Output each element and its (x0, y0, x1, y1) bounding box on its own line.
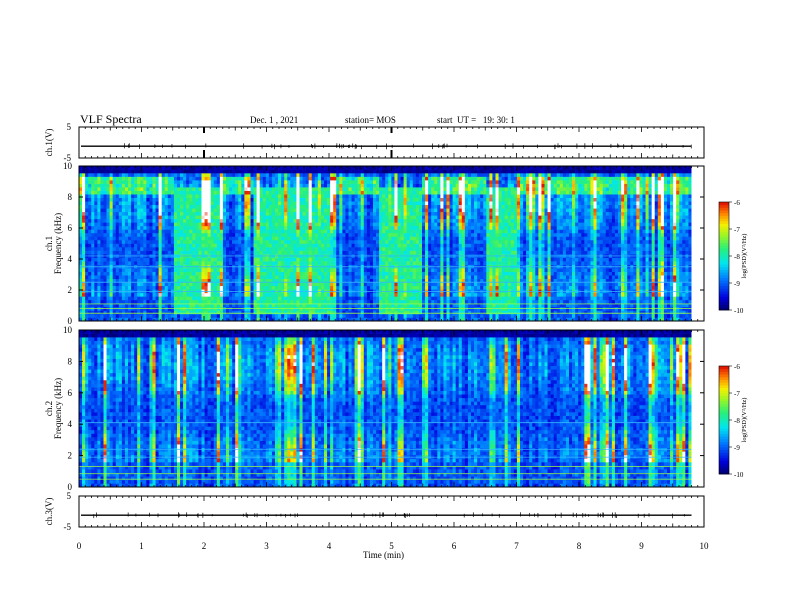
y-axis-label: ch.1(V) (44, 129, 54, 157)
y-tick-label: -5 (64, 522, 72, 532)
x-tick-label: 6 (452, 541, 457, 551)
x-tick-label: 2 (202, 541, 207, 551)
y-axis-label-frequency: Frequency (kHz) (53, 378, 63, 439)
colorbar: -6 -7 -8 -9 -10 log(PSD)(V²/Hz) (718, 199, 748, 315)
y-tick-label: 0 (68, 316, 73, 326)
y-axis-label-frequency: Frequency (kHz) (53, 213, 63, 274)
colorbar-tick-label: -10 (734, 307, 744, 315)
colorbar-tick-label: -8 (734, 253, 740, 261)
colorbar-tick-label: -7 (734, 226, 740, 234)
start-time-label: start UT = 19: 30: 1 (437, 115, 515, 125)
chart-title: VLF Spectra (80, 112, 142, 126)
x-tick-label: 8 (577, 541, 582, 551)
waveform-panel-ch3: 5 -5 ch.3(V) (44, 491, 705, 532)
x-tick-label: 0 (77, 541, 82, 551)
colorbar-label: log(PSD)(V²/Hz) (741, 398, 748, 443)
y-axis-label: ch.1 Frequency (kHz) (44, 213, 63, 274)
colorbar-tick-label: -9 (734, 280, 740, 288)
y-tick-label: 5 (67, 122, 72, 132)
date-label: Dec. 1 , 2021 (250, 115, 299, 125)
y-tick-label: 6 (68, 223, 73, 233)
y-tick-label: 4 (68, 254, 73, 264)
y-tick-label: 8 (68, 356, 73, 366)
y-tick-label: 2 (68, 285, 73, 295)
station-label: station= MOS (345, 115, 396, 125)
y-tick-label: 4 (68, 419, 73, 429)
y-tick-label: 2 (68, 451, 73, 461)
y-axis-label-channel: ch.1 (44, 236, 54, 251)
colorbar-tick-label: -6 (734, 199, 740, 207)
waveform-panel-ch1: 5 -5 ch.1(V) (44, 122, 705, 163)
y-axis-label: ch.2 Frequency (kHz) (44, 378, 63, 439)
x-tick-label: 1 (139, 541, 144, 551)
x-tick-label: 3 (264, 541, 269, 551)
y-tick-label: 8 (68, 192, 73, 202)
y-tick-label: 10 (63, 325, 73, 335)
y-axis-label-channel: ch.2 (44, 401, 54, 416)
y-tick-label: 10 (63, 161, 73, 171)
colorbar-tick-label: -8 (734, 417, 740, 425)
colorbar-tick-label: -10 (734, 471, 744, 479)
y-tick-label: 0 (68, 482, 73, 492)
x-tick-label: 4 (327, 541, 332, 551)
y-tick-label: 6 (68, 388, 73, 398)
y-axis-label: ch.3(V) (44, 498, 54, 526)
spectrogram-panel-ch1: 0 2 4 6 8 10 ch.1 Frequency (kHz) (44, 161, 705, 326)
colorbar-label: log(PSD)(V²/Hz) (741, 234, 748, 279)
colorbar-tick-label: -6 (734, 363, 740, 371)
x-tick-label: 10 (700, 541, 710, 551)
y-tick-label: 5 (67, 491, 72, 501)
colorbar-tick-label: -9 (734, 444, 740, 452)
x-tick-label: 5 (389, 541, 394, 551)
x-tick-label: 9 (639, 541, 644, 551)
colorbar-tick-label: -7 (734, 390, 740, 398)
y-tick-label: -5 (64, 153, 72, 163)
colorbar: -6 -7 -8 -9 -10 log(PSD)(V²/Hz) (718, 363, 748, 479)
spectrogram-panel-ch2: 0 2 4 6 8 10 ch.2 Frequency (kHz) (44, 325, 705, 492)
x-tick-label: 7 (514, 541, 519, 551)
panel-frame (78, 495, 705, 528)
x-axis-label: Time (min) (363, 550, 404, 560)
x-axis: 0 1 2 3 4 5 6 7 8 9 10 Time (min) (77, 541, 709, 560)
